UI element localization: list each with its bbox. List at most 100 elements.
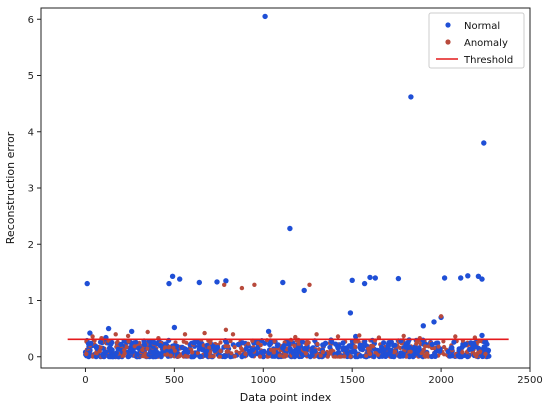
anomaly-baseline-point xyxy=(226,344,231,349)
anomaly-point xyxy=(424,351,430,356)
anomaly-point xyxy=(271,350,277,355)
normal-baseline-point xyxy=(301,346,308,352)
normal-baseline-point xyxy=(383,353,389,359)
anomaly-baseline-point xyxy=(366,346,371,351)
normal-baseline-point xyxy=(451,339,457,345)
x-tick-label: 0 xyxy=(82,375,88,386)
anomaly-point xyxy=(239,285,245,291)
normal-baseline-point xyxy=(97,339,104,345)
normal-point xyxy=(388,339,394,345)
normal-baseline-point xyxy=(385,343,391,349)
legend-normal-label: Normal xyxy=(464,21,500,32)
anomaly-baseline-point xyxy=(257,354,263,359)
normal-baseline-point xyxy=(203,352,209,358)
normal-baseline-point xyxy=(108,341,114,347)
normal-baseline-point xyxy=(400,353,406,359)
anomaly-baseline-point xyxy=(258,343,263,348)
anomaly-point xyxy=(90,334,95,339)
anomaly-point xyxy=(357,333,362,338)
anomaly-baseline-point xyxy=(472,352,477,357)
normal-baseline-point xyxy=(340,340,346,346)
anomaly-point xyxy=(367,351,373,357)
normal-baseline-point xyxy=(151,340,157,346)
anomaly-baseline-point xyxy=(124,345,129,350)
anomaly-baseline-point xyxy=(305,339,310,344)
normal-baseline-point xyxy=(189,354,195,360)
y-tick-label: 4 xyxy=(28,127,34,138)
normal-baseline-point xyxy=(115,346,121,352)
normal-point xyxy=(274,342,281,349)
x-tick-label: 1000 xyxy=(251,375,276,386)
normal-point xyxy=(361,280,368,287)
anomaly-baseline-point xyxy=(478,349,483,354)
y-tick-label: 6 xyxy=(28,15,34,26)
normal-baseline-point xyxy=(456,346,462,352)
normal-point xyxy=(262,13,268,20)
normal-baseline-point xyxy=(196,346,202,352)
normal-baseline-point xyxy=(106,354,112,360)
normal-baseline-point xyxy=(223,353,229,359)
anomaly-baseline-point xyxy=(217,354,223,359)
anomaly-point xyxy=(182,332,188,337)
anomaly-point xyxy=(202,330,207,336)
legend-box xyxy=(428,12,525,69)
normal-point xyxy=(312,348,318,354)
normal-point xyxy=(287,225,293,232)
normal-baseline-point xyxy=(126,353,132,359)
anomaly-point xyxy=(438,314,444,319)
anomaly-point xyxy=(314,332,319,337)
y-tick-label: 2 xyxy=(28,240,34,251)
x-tick-label: 500 xyxy=(165,375,184,386)
y-tick-label: 0 xyxy=(28,352,34,363)
normal-baseline-point xyxy=(103,349,109,355)
normal-point xyxy=(465,273,471,279)
normal-point xyxy=(177,276,183,282)
normal-point xyxy=(296,345,302,351)
anomaly-point xyxy=(145,329,150,335)
normal-baseline-point xyxy=(197,353,204,359)
anomaly-point xyxy=(122,351,127,356)
anomaly-point xyxy=(483,351,488,357)
normal-point xyxy=(129,328,135,335)
normal-point xyxy=(402,343,409,350)
anomaly-baseline-point xyxy=(232,345,237,350)
y-tick-label: 3 xyxy=(28,184,34,195)
normal-point xyxy=(322,340,329,346)
normal-point xyxy=(214,279,220,285)
anomaly-baseline-point xyxy=(292,343,297,348)
anomaly-point xyxy=(293,334,298,340)
anomaly-baseline-point xyxy=(168,353,173,358)
anomaly-baseline-point xyxy=(296,342,301,347)
anomaly-point xyxy=(303,351,309,356)
anomaly-point xyxy=(218,348,223,354)
normal-baseline-point xyxy=(293,352,299,358)
normal-baseline-point xyxy=(174,343,180,349)
normal-point xyxy=(265,328,272,335)
anomaly-point xyxy=(113,332,118,337)
normal-point xyxy=(87,330,93,336)
normal-baseline-point xyxy=(93,354,99,360)
normal-point xyxy=(479,276,485,282)
normal-point xyxy=(484,347,490,353)
anomaly-baseline-point xyxy=(237,350,242,355)
normal-point xyxy=(136,345,142,351)
normal-point xyxy=(93,343,99,350)
normal-point xyxy=(249,347,256,353)
anomaly-point xyxy=(460,350,465,355)
normal-baseline-point xyxy=(327,344,333,350)
normal-baseline-point xyxy=(392,342,398,348)
normal-baseline-point xyxy=(329,339,335,345)
anomaly-baseline-point xyxy=(207,345,212,350)
anomaly-baseline-point xyxy=(195,351,201,356)
y-axis-label: Reconstruction error xyxy=(4,131,17,244)
anomaly-baseline-point xyxy=(232,354,237,359)
anomaly-baseline-point xyxy=(167,344,172,350)
anomaly-baseline-point xyxy=(239,346,244,351)
anomaly-baseline-point xyxy=(421,347,426,352)
anomaly-baseline-point xyxy=(208,350,213,355)
normal-point xyxy=(420,323,426,329)
normal-baseline-point xyxy=(391,354,397,360)
normal-baseline-point xyxy=(464,354,471,360)
anomaly-point xyxy=(307,282,312,287)
normal-point xyxy=(301,287,307,294)
